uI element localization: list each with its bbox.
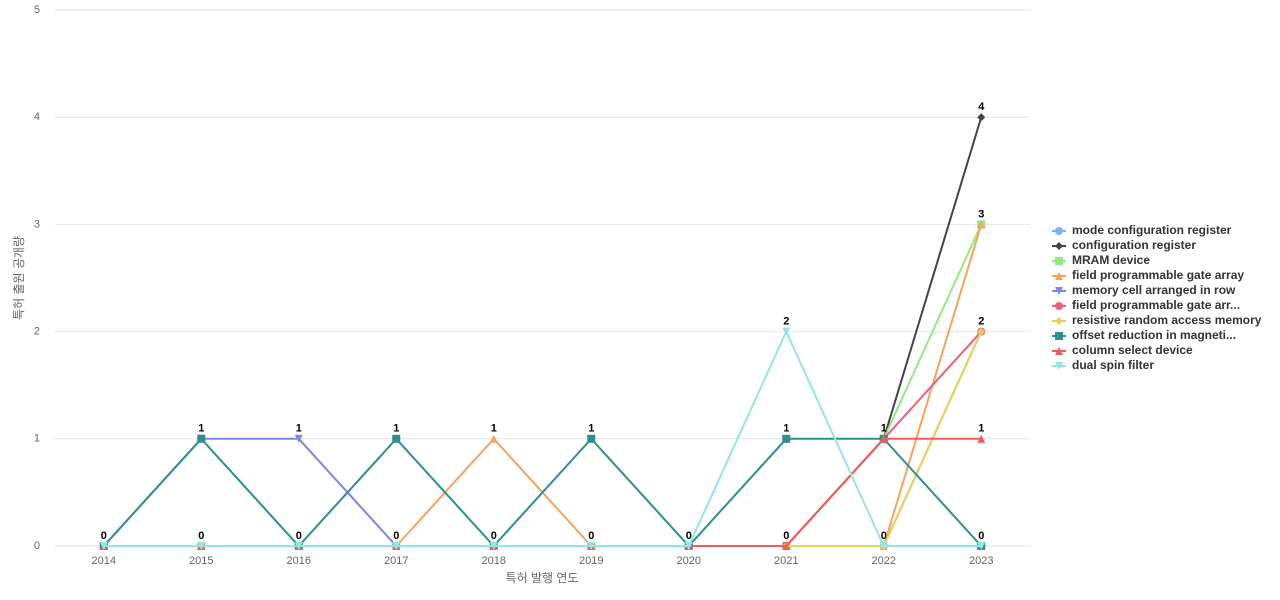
point <box>977 434 986 443</box>
series-line <box>103 223 983 547</box>
point <box>879 542 888 550</box>
x-tick-label: 2014 <box>92 555 116 567</box>
x-tick-label: 2022 <box>872 555 896 567</box>
x-tick-label: 2023 <box>969 555 993 567</box>
series <box>99 434 986 550</box>
data-label: 0 <box>296 530 302 542</box>
series <box>99 220 986 550</box>
data-label: 1 <box>393 423 399 435</box>
data-label: 3 <box>978 208 984 220</box>
y-tick-label: 2 <box>34 326 40 338</box>
x-tick-label: 2020 <box>677 555 701 567</box>
data-label: 0 <box>393 530 399 542</box>
legend-marker <box>1055 302 1063 310</box>
point <box>587 434 596 443</box>
point <box>684 542 693 550</box>
legend-label: memory cell arranged in row <box>1072 283 1236 297</box>
point <box>977 113 986 122</box>
y-tick-label: 3 <box>34 218 40 230</box>
legend-label: column select device <box>1072 343 1193 357</box>
x-tick-label: 2017 <box>384 555 408 567</box>
legend-marker <box>1055 317 1063 325</box>
point <box>977 542 986 550</box>
x-tick-label: 2016 <box>287 555 311 567</box>
y-tick-label: 4 <box>34 111 40 123</box>
point <box>587 542 596 550</box>
legend-label: field programmable gate array <box>1072 268 1244 282</box>
legend-label: dual spin filter <box>1072 358 1154 372</box>
point <box>197 434 206 443</box>
point <box>782 542 791 550</box>
point <box>294 434 303 443</box>
series <box>99 220 986 550</box>
point <box>392 542 401 550</box>
y-tick-label: 5 <box>34 4 40 16</box>
data-label: 0 <box>783 530 789 542</box>
point <box>489 434 498 443</box>
legend-marker <box>1055 287 1063 295</box>
legend-marker <box>1055 272 1063 280</box>
legend-marker <box>1055 362 1063 370</box>
point <box>294 542 303 550</box>
data-label: 0 <box>881 530 887 542</box>
legend-marker <box>1055 332 1063 340</box>
y-tick-label: 0 <box>34 540 40 552</box>
data-label: 0 <box>588 530 594 542</box>
point <box>489 542 498 550</box>
legend-marker <box>1055 347 1063 355</box>
legend-label: field programmable gate arr... <box>1072 298 1240 312</box>
point <box>879 434 888 443</box>
legend-label: configuration register <box>1072 238 1196 252</box>
y-tick-label: 1 <box>34 433 40 445</box>
legend-marker <box>1055 242 1063 250</box>
data-label: 4 <box>978 101 985 113</box>
data-label: 1 <box>783 423 789 435</box>
legend-label: offset reduction in magneti... <box>1072 328 1236 342</box>
point <box>99 542 108 550</box>
legend-label: resistive random access memory <box>1072 313 1262 327</box>
data-label: 0 <box>491 530 497 542</box>
x-axis-title: 특허 발행 연도 <box>506 570 579 585</box>
x-tick-label: 2018 <box>482 555 506 567</box>
point <box>197 542 206 550</box>
legend-label: MRAM device <box>1072 253 1150 267</box>
point <box>782 434 791 443</box>
data-label: 0 <box>686 530 692 542</box>
data-label: 1 <box>296 423 302 435</box>
point <box>392 434 401 443</box>
legend-label: mode configuration register <box>1072 223 1232 237</box>
y-axis-title: 특허 출원 공개량 <box>12 236 26 320</box>
data-label: 1 <box>881 423 887 435</box>
legend-marker <box>1055 227 1063 235</box>
point <box>977 327 986 336</box>
data-label: 1 <box>491 423 497 435</box>
x-tick-label: 2019 <box>579 555 603 567</box>
data-label: 0 <box>101 530 107 542</box>
series-line <box>103 224 983 547</box>
series-line <box>103 329 982 547</box>
data-label: 1 <box>978 423 984 435</box>
legend-marker <box>1055 257 1063 265</box>
series <box>99 327 986 550</box>
x-tick-label: 2021 <box>774 555 798 567</box>
data-label: 1 <box>588 423 594 435</box>
data-label: 2 <box>783 316 789 328</box>
data-label: 2 <box>978 316 984 328</box>
point <box>977 220 986 229</box>
series-line <box>103 437 982 548</box>
data-label: 0 <box>198 530 204 542</box>
x-tick-label: 2015 <box>189 555 213 567</box>
point <box>782 327 791 336</box>
data-label: 0 <box>978 530 984 542</box>
data-label: 1 <box>198 423 204 435</box>
